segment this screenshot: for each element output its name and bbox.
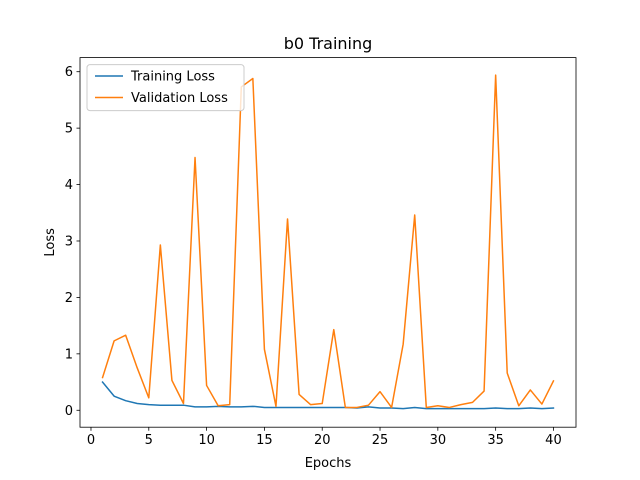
x-tick-label: 15	[256, 433, 273, 448]
axes-frame	[79, 57, 577, 428]
x-tick-label: 40	[545, 433, 562, 448]
y-tick-label: 4	[65, 178, 73, 193]
series-layer	[101, 74, 555, 410]
y-tick-label: 5	[65, 122, 73, 137]
x-axis: 0 5 10 15 20 25 30 35 40	[87, 427, 562, 448]
x-tick-label: 0	[87, 433, 95, 448]
x-tick-label: 20	[314, 433, 331, 448]
chart-title: b0 Training	[284, 34, 373, 53]
y-tick-label: 2	[65, 291, 73, 306]
x-tick-label: 35	[487, 433, 504, 448]
x-tick-label: 10	[198, 433, 215, 448]
legend-box	[86, 64, 245, 112]
x-tick-label: 25	[372, 433, 389, 448]
y-axis-label: Loss	[43, 228, 58, 257]
plot-area: 0 5 10 15 20 25 30 35 40 0 1 2 3 4 5 6	[65, 57, 577, 448]
legend-label-training-loss: Training Loss	[130, 70, 215, 85]
y-tick-label: 6	[65, 65, 73, 80]
x-tick-label: 30	[430, 433, 447, 448]
x-axis-label: Epochs	[305, 456, 352, 471]
legend-label-validation-loss: Validation Loss	[131, 91, 228, 106]
y-tick-label: 0	[65, 404, 73, 419]
x-tick-label: 5	[145, 433, 153, 448]
series-line-training-loss	[101, 381, 555, 410]
y-tick-label: 3	[65, 234, 73, 249]
y-axis: 0 1 2 3 4 5 6	[65, 65, 80, 419]
legend: Training Loss Validation Loss	[86, 64, 245, 112]
series-line-validation-loss	[101, 74, 555, 409]
y-tick-label: 1	[65, 347, 73, 362]
